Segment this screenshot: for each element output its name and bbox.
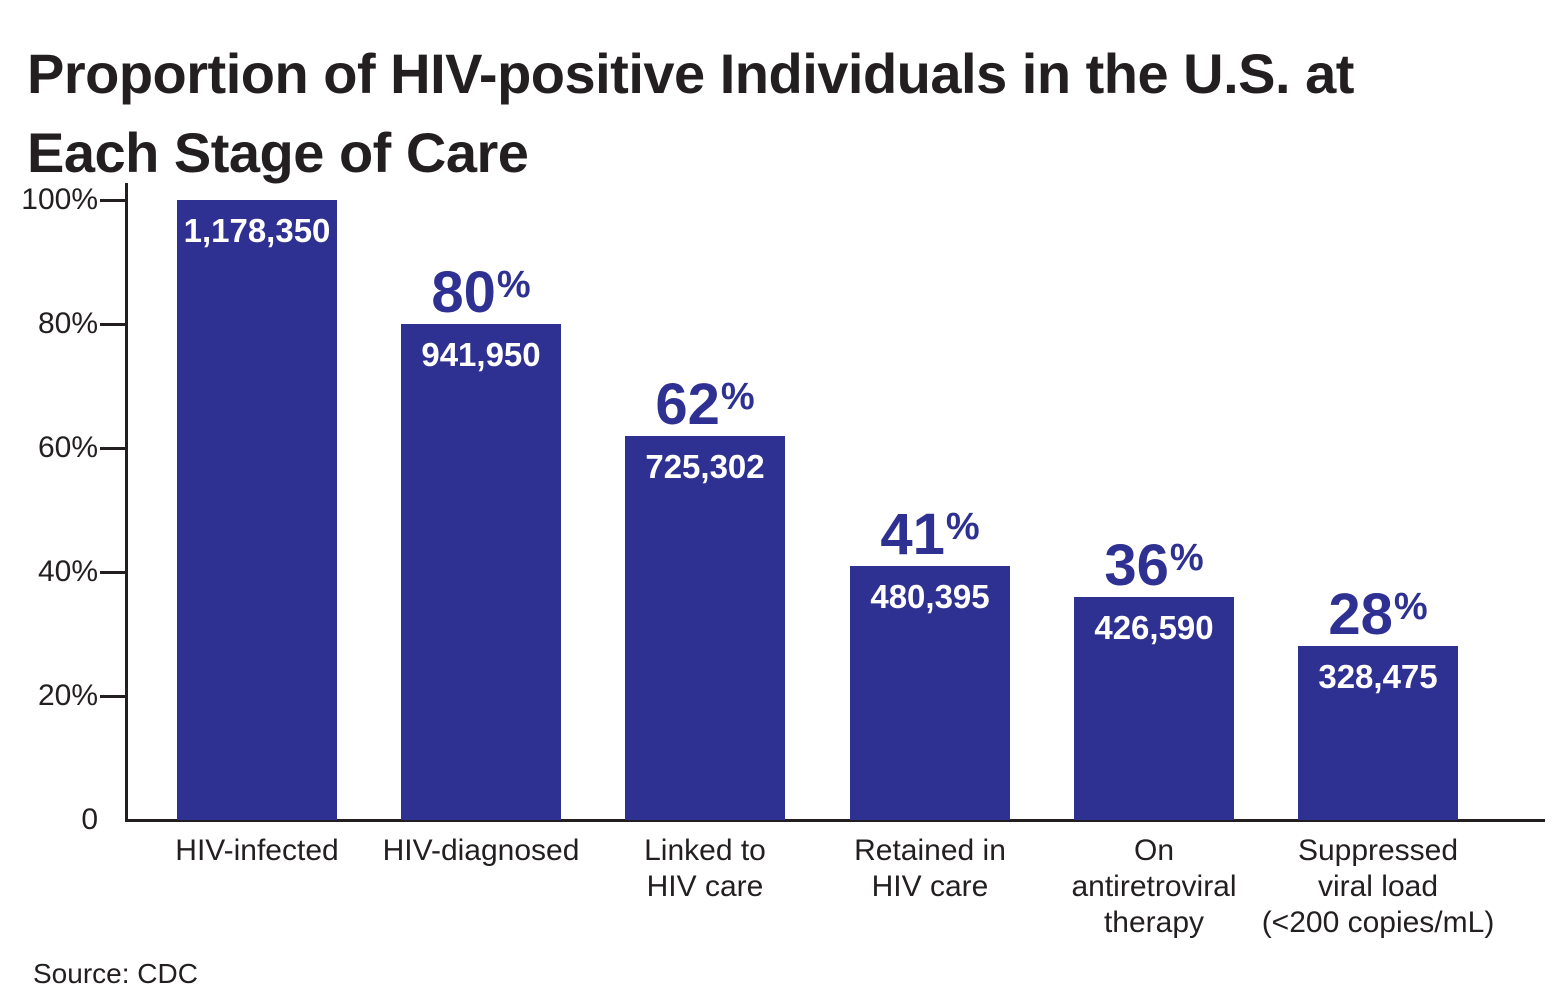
bar-percent-label: 41% [804, 496, 1056, 566]
x-axis-line [125, 819, 1545, 822]
y-axis-tick-label: 40% [37, 555, 98, 588]
bar-count-label: 480,395 [870, 577, 990, 615]
bar: 426,590 [1074, 596, 1234, 820]
bar: 725,302 [625, 435, 785, 820]
y-axis-tick-label: 60% [37, 431, 98, 464]
y-axis-tick [100, 695, 127, 698]
bar-percent-label: 28% [1252, 576, 1504, 646]
chart-title-line2: Each Stage of Care [27, 120, 529, 184]
percent-sign: % [1393, 586, 1428, 629]
y-axis-tick [100, 571, 127, 574]
bar-percent-number: 41 [880, 501, 945, 567]
y-axis-tick-label: 100% [21, 183, 98, 216]
bar-percent-label: 80% [355, 254, 607, 324]
y-axis-tick-label: 0 [81, 803, 98, 836]
bar-count-label: 725,302 [645, 447, 765, 485]
bar: 328,475 [1298, 646, 1458, 820]
percent-sign: % [720, 375, 755, 418]
bar-percent-number: 62 [655, 371, 720, 437]
bar: 941,950 [401, 324, 561, 820]
bar-percent-number: 28 [1328, 582, 1393, 648]
bar-category-label: Retained in HIV care [854, 834, 1006, 903]
percent-sign: % [945, 505, 980, 548]
chart-title: Proportion of HIV-positive Individuals i… [27, 34, 1354, 192]
chart-title-line1: Proportion of HIV-positive Individuals i… [27, 41, 1354, 105]
bar-percent-label: 36% [1028, 527, 1280, 597]
bar-category-label: HIV-infected [175, 834, 339, 867]
y-axis-tick [100, 199, 127, 202]
bar-category-label: Suppressed viral load (<200 copies/mL) [1261, 834, 1495, 939]
bar-category-label: Linked to HIV care [644, 834, 766, 903]
percent-sign: % [496, 264, 531, 306]
bar-count-label: 426,590 [1094, 608, 1214, 646]
y-axis-tick [100, 323, 127, 326]
y-axis-tick-label: 20% [37, 679, 98, 712]
bar-count-label: 328,475 [1318, 658, 1438, 696]
bar-category-label: On antiretroviral therapy [1071, 834, 1237, 939]
bar-percent-number: 80 [431, 260, 496, 325]
bar-percent-number: 36 [1104, 532, 1169, 598]
source-note: Source: CDC [33, 958, 198, 989]
bar: 1,178,350 [177, 200, 337, 820]
y-axis-line [125, 183, 128, 822]
bar: 480,395 [850, 565, 1010, 820]
bar-category-label: HIV-diagnosed [382, 834, 580, 867]
bar-percent-label: 62% [579, 366, 831, 436]
percent-sign: % [1169, 536, 1204, 579]
bar-count-label: 1,178,350 [183, 212, 331, 249]
bar-count-label: 941,950 [421, 336, 541, 373]
y-axis-tick [100, 447, 127, 450]
y-axis-tick-label: 80% [37, 307, 98, 340]
